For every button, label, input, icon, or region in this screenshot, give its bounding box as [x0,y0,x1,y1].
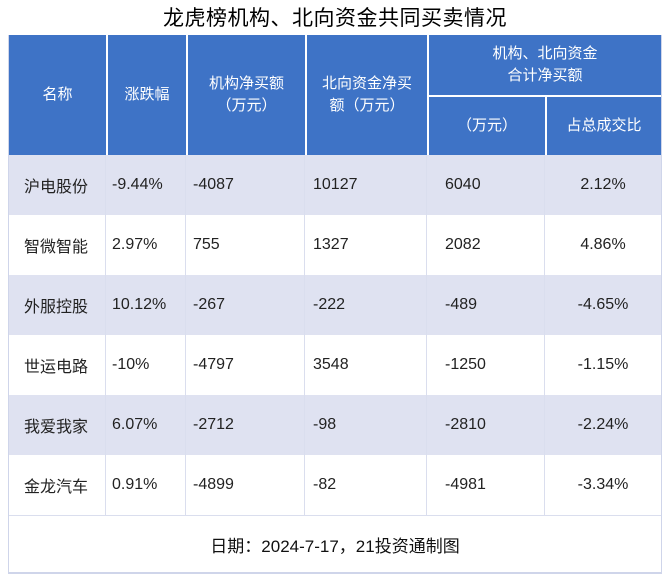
cell-north: -98 [305,395,427,455]
table-row: 金龙汽车 0.91% -4899 -82 -4981 -3.34% [9,455,661,515]
footer-note: 日期：2024-7-17，21投资通制图 [210,536,460,556]
cell-north: 3548 [305,335,427,395]
cell-inst: -4899 [186,455,305,515]
cell-change: -10% [106,335,186,395]
cell-change: 10.12% [106,275,186,335]
cell-ratio: -3.34% [577,476,629,493]
cell-north: 10127 [305,155,427,215]
table-row: 沪电股份 -9.44% -4087 10127 6040 2.12% [9,155,661,215]
cell-change: 6.07% [106,395,186,455]
cell-change: -9.44% [106,155,186,215]
cell-name: 金龙汽车 [9,455,106,515]
header-combined-group: 机构、北向资金 合计净买额 [427,35,661,95]
header-inst-net-buy: 机构净买额 （万元） [186,35,305,155]
table-row: 世运电路 -10% -4797 3548 -1250 -1.15% [9,335,661,395]
table-header: 名称 涨跌幅 机构净买额 （万元） 北向资金净买 额（万元） 机构、北向资金 合… [9,35,661,155]
page-title: 龙虎榜机构、北向资金共同买卖情况 [163,7,507,30]
cell-name: 我爱我家 [9,395,106,455]
cell-inst: 755 [186,215,305,275]
cell-change: 0.91% [106,455,186,515]
table-footer: 日期：2024-7-17，21投资通制图 [9,515,661,572]
cell-total: 2082 [427,215,545,275]
cell-ratio: 4.86% [580,236,626,253]
header-combined-amount: （万元） [427,95,545,155]
table-body: 沪电股份 -9.44% -4087 10127 6040 2.12% 智微智能 … [9,155,661,515]
cell-change: 2.97% [106,215,186,275]
header-change: 涨跌幅 [106,35,186,155]
cell-north: -222 [305,275,427,335]
cell-name: 外服控股 [9,275,106,335]
cell-inst: -2712 [186,395,305,455]
cell-total: -489 [427,275,545,335]
cell-name: 智微智能 [9,215,106,275]
cell-north: 1327 [305,215,427,275]
cell-inst: -4797 [186,335,305,395]
header-combined-ratio: 占总成交比 [545,95,661,155]
cell-ratio: 2.12% [580,176,626,193]
cell-inst: -4087 [186,155,305,215]
cell-total: -2810 [427,395,545,455]
cell-name: 世运电路 [9,335,106,395]
cell-north: -82 [305,455,427,515]
header-north-net-buy: 北向资金净买 额（万元） [305,35,427,155]
cell-total: -1250 [427,335,545,395]
cell-total: 6040 [427,155,545,215]
table-row: 智微智能 2.97% 755 1327 2082 4.86% [9,215,661,275]
cell-ratio: -1.15% [577,356,629,373]
header-name: 名称 [42,86,73,104]
cell-inst: -267 [186,275,305,335]
cell-total: -4981 [427,455,545,515]
cell-ratio: -2.24% [577,416,629,433]
cell-ratio: -4.65% [577,296,629,313]
table-row: 我爱我家 6.07% -2712 -98 -2810 -2.24% [9,395,661,455]
data-table: 名称 涨跌幅 机构净买额 （万元） 北向资金净买 额（万元） 机构、北向资金 合… [8,35,662,574]
table-row: 外服控股 10.12% -267 -222 -489 -4.65% [9,275,661,335]
cell-name: 沪电股份 [9,155,106,215]
